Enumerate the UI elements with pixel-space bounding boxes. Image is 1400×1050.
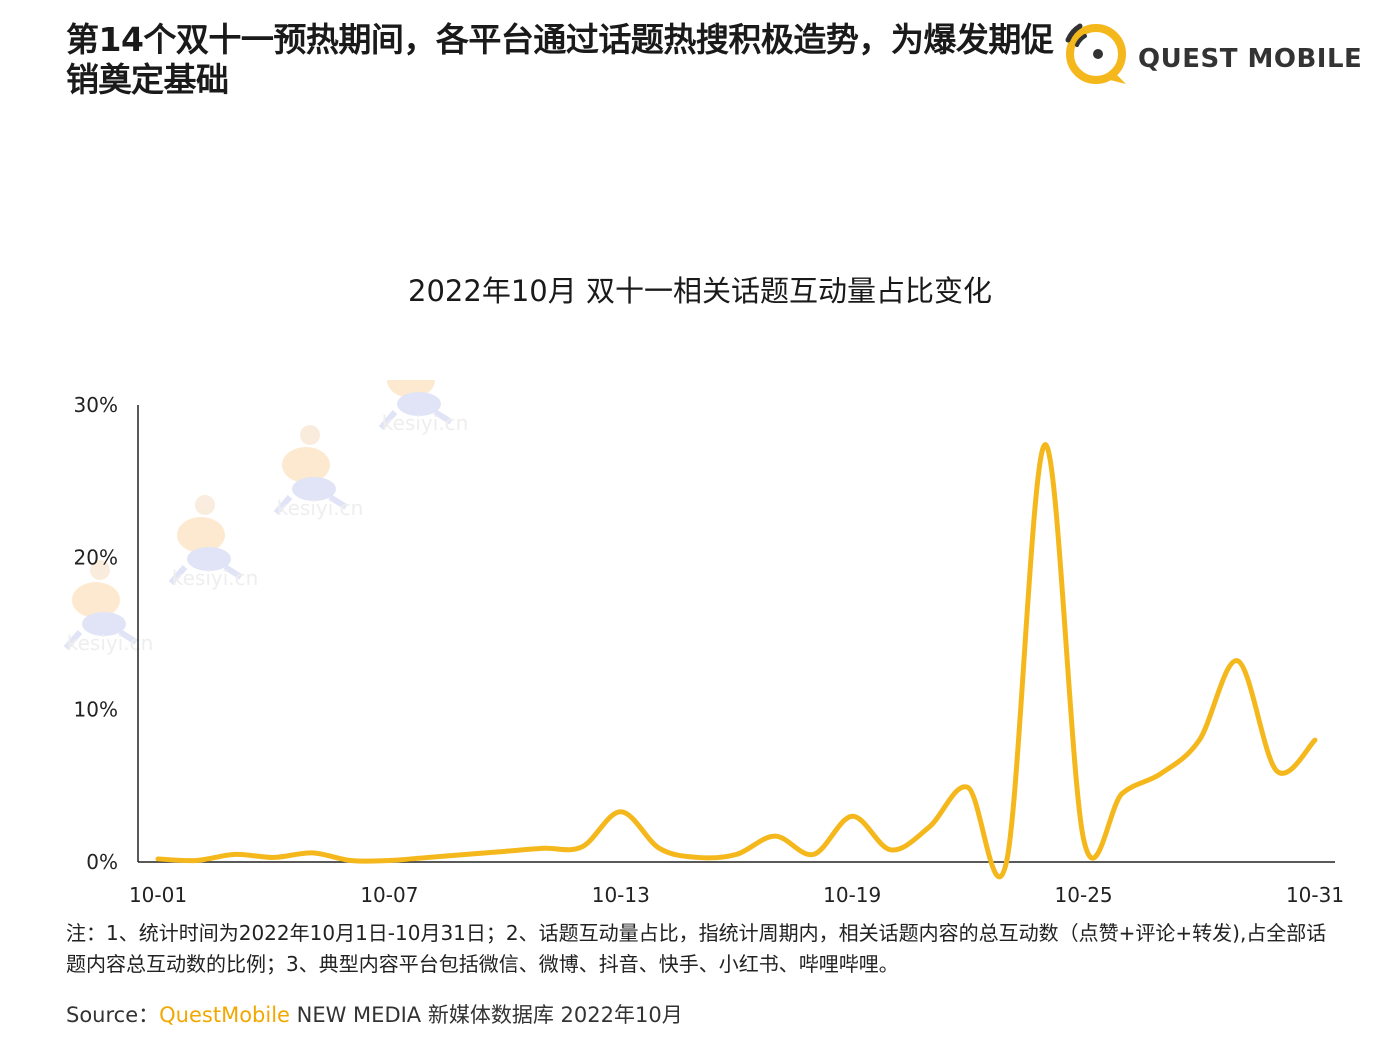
y-tick-label: 0% xyxy=(86,850,118,874)
watermark-text: kesiyi.cn xyxy=(277,496,364,520)
data-point xyxy=(1273,768,1279,774)
x-tick-label: 10-19 xyxy=(823,883,881,907)
chart-title: 2022年10月 双十一相关话题互动量占比变化 xyxy=(408,274,992,308)
logo-text: QUEST MOBILE xyxy=(1138,44,1363,74)
quest-mobile-logo: QUEST MOBILE xyxy=(1058,14,1362,90)
data-point xyxy=(1081,836,1087,842)
logo-mark-icon xyxy=(1065,23,1126,84)
data-point xyxy=(734,851,740,857)
data-point xyxy=(579,844,585,850)
data-point xyxy=(695,854,701,860)
x-tick-label: 10-07 xyxy=(360,883,418,907)
watermark-text: kesiyi.cn xyxy=(67,631,154,655)
data-point xyxy=(656,845,662,851)
data-point xyxy=(1003,859,1009,865)
data-point xyxy=(271,854,277,860)
data-point xyxy=(1312,737,1318,743)
source-label: Source： xyxy=(66,1003,160,1027)
data-point xyxy=(425,854,431,860)
watermark: kesiyi.cn xyxy=(63,560,154,655)
data-point xyxy=(541,845,547,851)
page-headline: 第14个双十一预热期间，各平台通过话题热搜积极造势，为爆发期促销奠定基础 xyxy=(66,20,1054,99)
data-point xyxy=(849,813,855,819)
watermark: kesiyi.cn xyxy=(273,425,364,520)
data-point xyxy=(618,809,624,815)
x-tick-label: 10-31 xyxy=(1286,883,1344,907)
line-chart: kesiyi.cnkesiyi.cnkesiyi.cnkesiyi.cnkesi… xyxy=(63,380,1345,907)
chart-series xyxy=(155,442,1318,880)
data-point xyxy=(194,857,200,863)
source-line: Source：QuestMobile NEW MEDIA 新媒体数据库 2022… xyxy=(66,998,683,1032)
chart-footnote: 注：1、统计时间为2022年10月1日-10月31日；2、话题互动量占比，指统计… xyxy=(66,921,1327,976)
watermark: kesiyi.cn xyxy=(168,495,259,590)
x-tick-label: 10-13 xyxy=(592,883,650,907)
data-point xyxy=(1196,737,1202,743)
y-tick-label: 30% xyxy=(74,393,118,417)
watermark-text: kesiyi.cn xyxy=(172,566,259,590)
series-line xyxy=(155,442,1318,880)
data-point xyxy=(232,851,238,857)
x-tick-label: 10-01 xyxy=(129,883,187,907)
data-point xyxy=(926,824,932,830)
data-point xyxy=(1042,442,1048,448)
data-point xyxy=(1119,790,1125,796)
watermark-text: kesiyi.cn xyxy=(382,411,469,435)
watermark-layer: kesiyi.cnkesiyi.cnkesiyi.cnkesiyi.cnkesi… xyxy=(63,380,469,655)
data-point xyxy=(155,856,161,862)
data-point xyxy=(811,851,817,857)
data-point xyxy=(772,833,778,839)
data-point xyxy=(348,857,354,863)
data-point xyxy=(502,848,508,854)
data-point xyxy=(464,851,470,857)
data-point xyxy=(1235,658,1241,664)
watermark: kesiyi.cn xyxy=(378,380,469,435)
x-tick-label: 10-25 xyxy=(1055,883,1113,907)
y-tick-label: 10% xyxy=(74,698,118,722)
data-point xyxy=(309,850,315,856)
chart-axes: 0% 10% 20% 30% 10-01 10-07 10-13 10-19 10-25 10-3… xyxy=(74,393,1345,907)
data-point xyxy=(965,784,971,790)
data-point xyxy=(386,857,392,863)
data-point xyxy=(888,847,894,853)
data-point xyxy=(1158,771,1164,777)
source-detail: NEW MEDIA 新媒体数据库 2022年10月 xyxy=(289,1003,683,1027)
source-brand: QuestMobile xyxy=(159,1003,290,1027)
y-tick-label: 20% xyxy=(74,545,118,569)
